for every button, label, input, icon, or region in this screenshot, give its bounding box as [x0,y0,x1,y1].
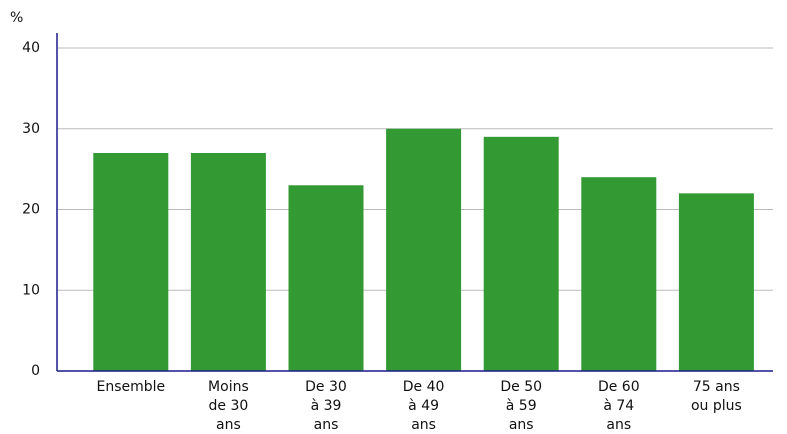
y-tick-label: 40 [22,40,40,56]
bar [581,177,657,371]
bar [678,193,754,371]
x-tick-label: ou plus [691,398,742,414]
x-tick-label: ans [509,417,534,430]
x-tick-label: à 39 [311,398,342,414]
x-tick-label: De 30 [305,379,347,395]
x-tick-label: ans [216,417,241,430]
x-tick-label: ans [606,417,631,430]
x-tick-label: à 49 [408,398,439,414]
y-tick-label: 20 [22,202,40,218]
y-axis-label: % [10,10,23,26]
y-tick-label: 0 [31,363,40,379]
x-tick-label: Moins [208,379,249,395]
x-tick-label: De 40 [403,379,445,395]
bar [190,152,266,371]
x-tick-label: ans [314,417,339,430]
x-tick-label: de 30 [209,398,249,414]
x-tick-label: à 74 [603,398,634,414]
y-tick-label: 30 [22,121,40,137]
bar [386,128,462,371]
x-tick-label: 75 ans [693,379,740,395]
x-tick-label: Ensemble [96,379,165,395]
x-tick-label: ans [411,417,436,430]
x-tick-label: De 60 [598,379,640,395]
y-tick-label: 10 [22,282,40,298]
x-tick-label: à 59 [506,398,537,414]
x-tick-label: De 50 [500,379,542,395]
bar [483,136,559,371]
bar [288,185,364,371]
bar [93,152,169,371]
